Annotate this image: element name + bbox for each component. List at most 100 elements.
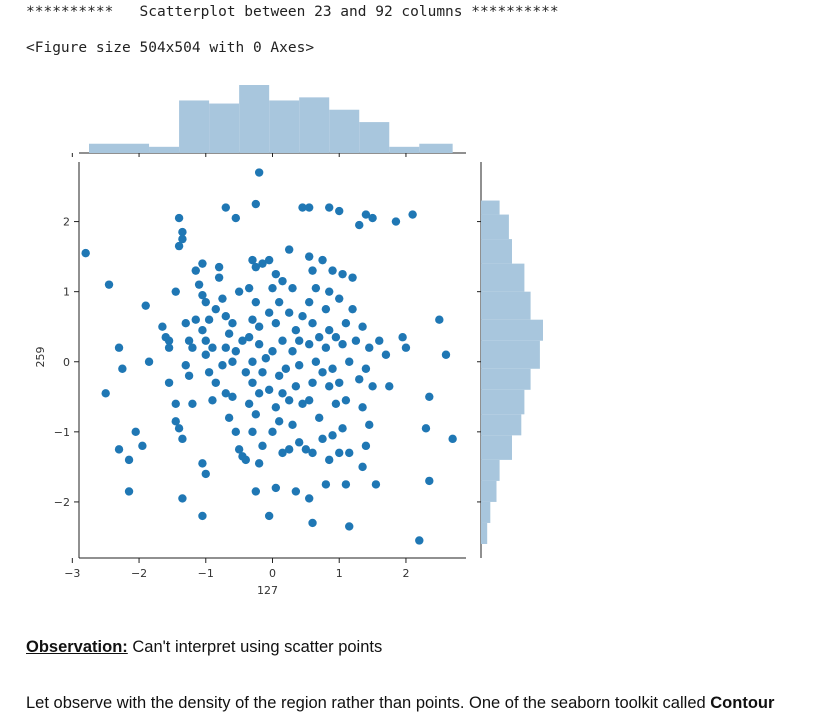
scatter-point (381, 350, 391, 359)
scatter-point (335, 378, 344, 387)
scatter-point (198, 459, 207, 468)
scatter-point (201, 350, 210, 359)
header-stars-left: ********** (26, 4, 114, 20)
scatter-point (315, 413, 324, 423)
scatter-point (351, 336, 361, 345)
scatter-point (325, 382, 334, 391)
scatter-point (254, 322, 264, 331)
scatter-point (138, 441, 147, 451)
top-hist-bar (419, 143, 453, 153)
scatter-point (198, 511, 207, 521)
right-hist-bar (481, 459, 500, 481)
scatter-point (248, 427, 257, 437)
top-hist-bar (269, 100, 300, 153)
scatter-point (311, 283, 321, 293)
scatter-point (251, 297, 261, 307)
scatter-point (268, 283, 277, 293)
scatter-point (371, 480, 381, 489)
scatter-point (328, 364, 337, 373)
scatter-point (408, 210, 417, 219)
scatter-point (258, 368, 267, 377)
scatter-point (241, 368, 251, 377)
y-axis-label: 259 (34, 347, 47, 368)
paragraph: Let observe with the density of the regi… (26, 694, 774, 713)
scatter-point (358, 462, 367, 472)
scatter-point (425, 392, 434, 401)
scatter-point (214, 273, 224, 282)
observation-label: Observation: (26, 638, 128, 656)
scatter-point (234, 287, 244, 296)
scatter-point (224, 329, 234, 338)
scatter-point (201, 297, 210, 307)
scatter-point (158, 322, 167, 331)
scatter-point (261, 354, 271, 363)
scatter-point (124, 455, 134, 465)
scatter-point (201, 336, 210, 345)
scatter-point (258, 441, 267, 451)
x-tick-label: 0 (269, 567, 276, 580)
scatter-point (221, 311, 230, 321)
scatter-point (174, 213, 184, 223)
top-hist-bar (359, 122, 390, 153)
scatter-point (238, 336, 247, 345)
scatter-point (298, 311, 307, 321)
scatter-point (401, 343, 411, 352)
scatter-point (201, 469, 210, 479)
observation: Observation: Can't interpret using scatt… (26, 638, 382, 657)
scatter-point (208, 396, 217, 405)
scatter-point (178, 227, 187, 237)
y-tick-label: 0 (63, 356, 70, 369)
scatter-point (81, 248, 90, 258)
scatter-point (308, 266, 317, 275)
scatter-point (288, 347, 297, 356)
right-hist-bar (481, 291, 531, 320)
scatter-point (281, 364, 291, 373)
scatter-point (274, 371, 284, 380)
scatter-point (325, 326, 334, 335)
scatter-point (254, 389, 264, 398)
scatter-point (171, 287, 180, 296)
scatter-point (368, 382, 377, 391)
scatter-point (328, 266, 337, 275)
top-hist-bar (299, 97, 330, 153)
scatter-point (284, 245, 294, 254)
scatter-point (291, 487, 301, 496)
scatter-point (254, 168, 264, 177)
scatter-point (221, 203, 230, 212)
scatter-point (368, 213, 377, 223)
scatter-point (178, 234, 187, 244)
x-tick-label: −2 (131, 567, 147, 580)
scatter-point (114, 343, 124, 352)
scatter-point (294, 361, 304, 370)
scatter-point (341, 396, 351, 405)
scatter-point (104, 280, 114, 289)
scatter-points (81, 168, 457, 545)
scatter-point (298, 399, 307, 409)
scatter-point (325, 455, 334, 465)
paragraph-text: Let observe with the density of the regi… (26, 694, 711, 712)
scatter-point (358, 403, 367, 412)
scatter-point (318, 434, 327, 444)
scatter-point (114, 445, 124, 454)
scatter-point (228, 357, 237, 366)
scatter-point (124, 487, 134, 496)
right-hist-bar (481, 263, 525, 292)
scatter-point (331, 399, 341, 409)
scatter-point (258, 259, 267, 268)
scatter-point (174, 424, 184, 433)
scatter-point (308, 518, 317, 528)
scatter-point (318, 255, 327, 265)
scatter-point (211, 304, 220, 314)
scatter-point (251, 487, 261, 496)
scatter-point (251, 262, 261, 272)
right-hist-bar (481, 480, 497, 502)
scatter-point (304, 396, 314, 405)
observation-text: Can't interpret using scatter points (127, 638, 383, 656)
right-hist-bar (481, 389, 525, 415)
right-hist-bar (481, 368, 531, 390)
scatter-point (298, 203, 307, 212)
scatter-point (448, 434, 457, 444)
scatter-point (264, 308, 274, 317)
top-hist-bar (239, 85, 270, 153)
scatter-point (218, 294, 227, 303)
